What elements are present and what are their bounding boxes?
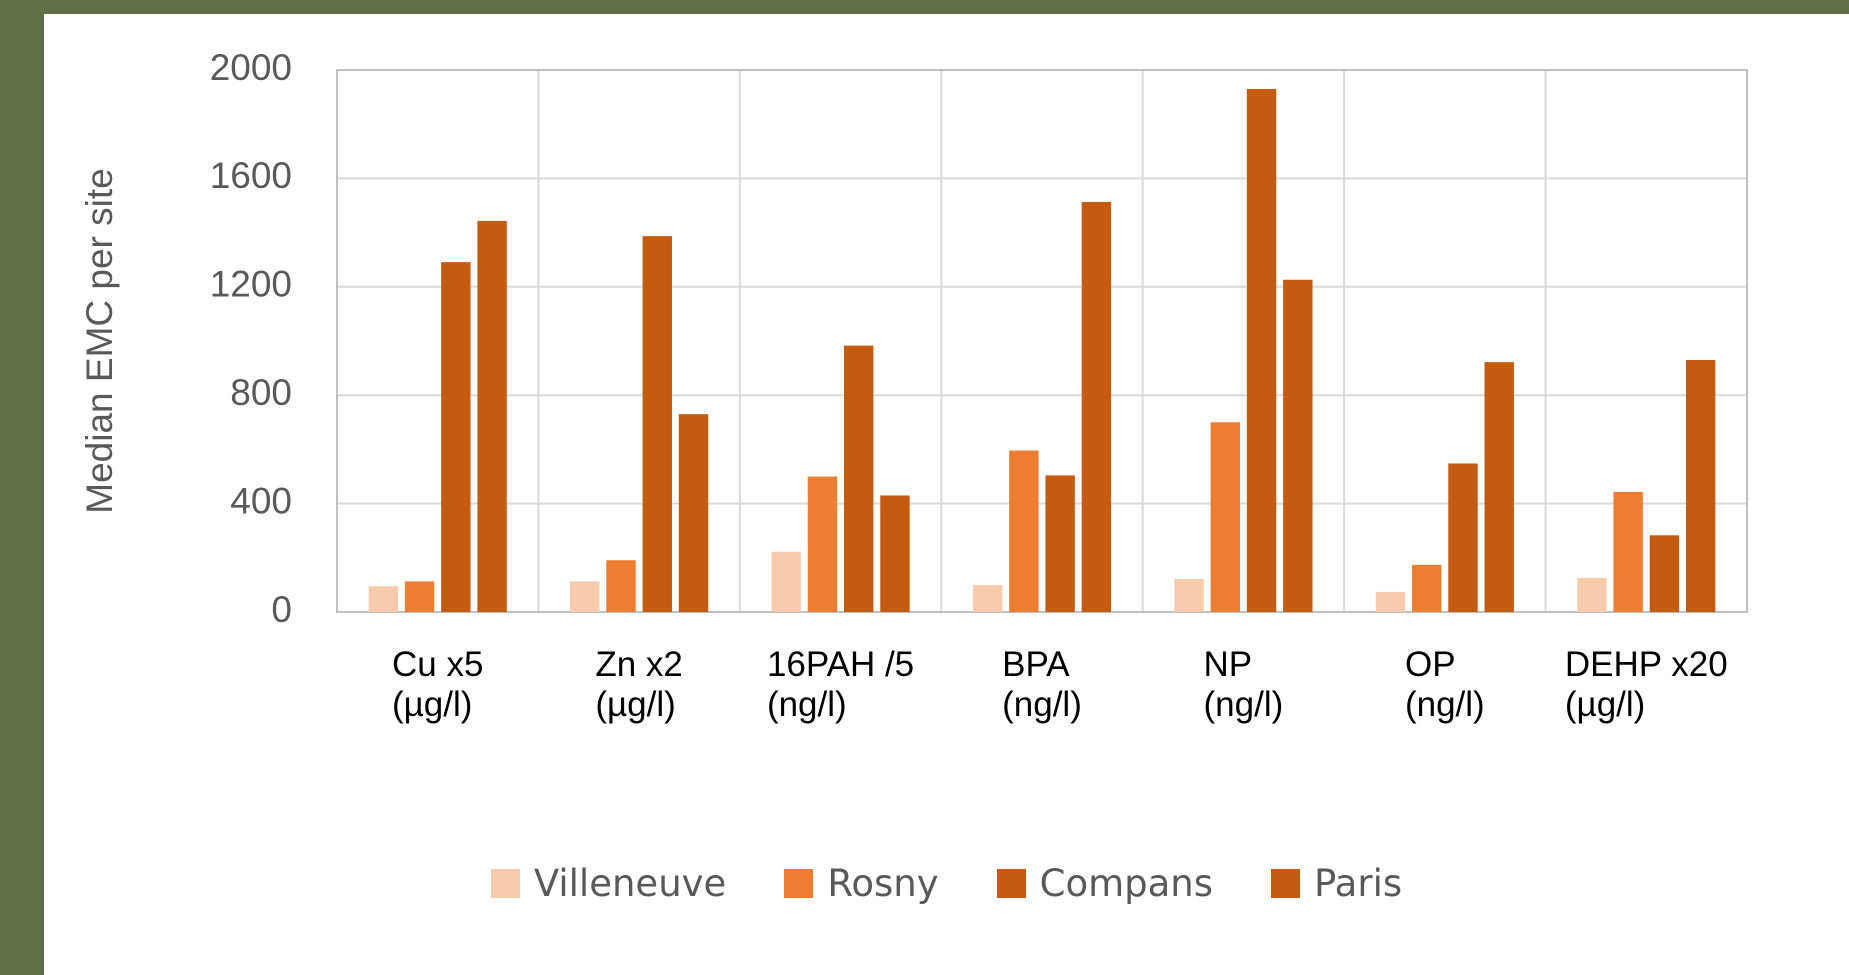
bar xyxy=(1174,578,1204,612)
x-tick-label: 16PAH /5 (ng/l) xyxy=(766,645,915,724)
panel xyxy=(44,14,1849,975)
y-tick-label: 0 xyxy=(271,589,292,630)
legend-label: Paris xyxy=(1314,862,1403,905)
y-tick-label: 1200 xyxy=(210,264,292,305)
bar xyxy=(972,584,1003,612)
bar xyxy=(771,551,801,612)
bar xyxy=(642,236,672,613)
x-tick-label-box: Cu x5 (µg/l) xyxy=(337,645,538,725)
x-tick-label-box: OP (ng/l) xyxy=(1344,645,1545,725)
bar xyxy=(1283,279,1313,612)
x-tick-label: BPA (ng/l) xyxy=(1002,645,1082,724)
bar xyxy=(880,495,910,612)
y-tick-label: 800 xyxy=(230,372,292,413)
bar xyxy=(1448,463,1478,612)
bar xyxy=(368,586,399,612)
y-axis-title: Median EMC per site xyxy=(79,168,120,513)
y-tick-label: 400 xyxy=(230,480,292,521)
plot-border xyxy=(336,69,1748,613)
x-tick-label-box: NP (ng/l) xyxy=(1143,645,1344,725)
x-tick-label-box: BPA (ng/l) xyxy=(941,645,1142,725)
bar xyxy=(678,414,709,612)
x-tick-label: DEHP x20 (µg/l) xyxy=(1564,645,1728,724)
legend-swatch xyxy=(996,869,1026,898)
x-tick-label: NP (ng/l) xyxy=(1203,645,1284,724)
x-tick-label-box: Zn x2 (µg/l) xyxy=(538,645,739,725)
bar xyxy=(404,581,435,612)
legend-label: Villeneuve xyxy=(533,862,727,905)
bar xyxy=(1412,564,1442,612)
x-tick-label-box: DEHP x20 (µg/l) xyxy=(1546,645,1747,725)
x-tick-label: OP (ng/l) xyxy=(1404,645,1485,724)
legend-label: Rosny xyxy=(827,862,939,905)
bar xyxy=(1009,450,1039,612)
bar xyxy=(441,262,471,612)
y-tick-label: 1600 xyxy=(210,155,292,196)
legend-item: Rosny xyxy=(784,862,939,905)
x-tick-label: Cu x5 (µg/l) xyxy=(391,645,484,724)
bar xyxy=(1685,359,1716,612)
bar xyxy=(1081,201,1112,613)
bar xyxy=(807,476,838,612)
bar xyxy=(1375,591,1406,612)
legend-item: Villeneuve xyxy=(490,862,727,905)
legend-label: Compans xyxy=(1039,862,1214,905)
bar xyxy=(1045,475,1075,612)
bar xyxy=(1649,535,1680,612)
bar xyxy=(606,560,636,612)
legend: Villeneuve Rosny Compans Paris xyxy=(44,862,1849,905)
bar xyxy=(570,581,600,612)
bar xyxy=(1577,577,1607,612)
bar xyxy=(1613,491,1643,612)
x-tick-label-box: 16PAH /5 (ng/l) xyxy=(740,645,941,725)
bar xyxy=(1484,362,1514,612)
legend-swatch xyxy=(1271,869,1301,898)
bar xyxy=(1210,422,1241,612)
legend-swatch xyxy=(784,869,814,898)
bar xyxy=(1246,88,1277,613)
x-tick-label: Zn x2 (µg/l) xyxy=(595,645,683,724)
legend-item: Compans xyxy=(996,862,1214,905)
legend-swatch xyxy=(490,869,520,898)
y-tick-label: 2000 xyxy=(210,47,292,88)
bar xyxy=(843,345,874,612)
legend-item: Paris xyxy=(1271,862,1402,905)
bar xyxy=(477,220,507,612)
